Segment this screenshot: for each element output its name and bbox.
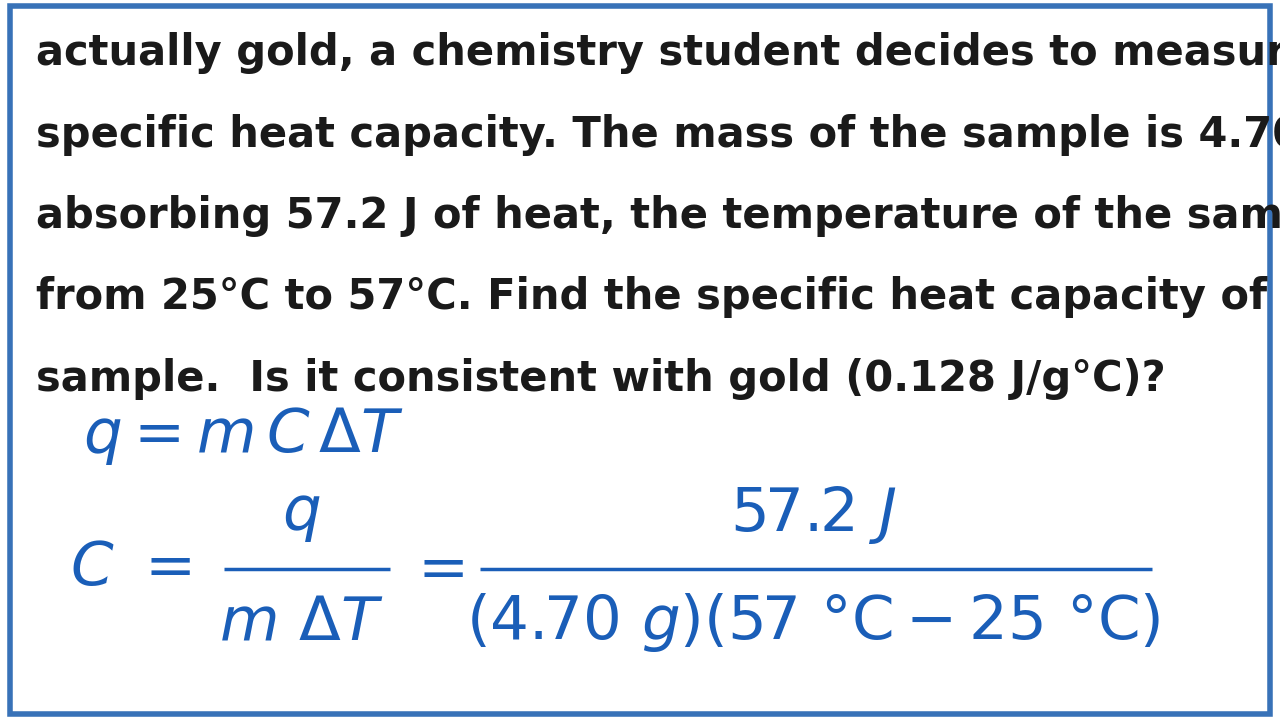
FancyBboxPatch shape: [10, 6, 1270, 714]
Text: specific heat capacity. The mass of the sample is 4.70 g. Upon: specific heat capacity. The mass of the …: [36, 114, 1280, 156]
Text: absorbing 57.2 J of heat, the temperature of the sample rises: absorbing 57.2 J of heat, the temperatur…: [36, 195, 1280, 237]
Text: $(4.70\ \mathit{g})(57\ \degree\mathrm{C} - 25\ \degree\mathrm{C})$: $(4.70\ \mathit{g})(57\ \degree\mathrm{C…: [466, 591, 1160, 654]
Text: $\mathit{C}\ =$: $\mathit{C}\ =$: [70, 539, 192, 598]
Text: from 25°C to 57°C. Find the specific heat capacity of the: from 25°C to 57°C. Find the specific hea…: [36, 276, 1280, 318]
Text: $\mathit{q} = \mathit{m}\,\mathit{C}\,\Delta\mathit{T}$: $\mathit{q} = \mathit{m}\,\mathit{C}\,\D…: [83, 405, 404, 467]
Text: $=$: $=$: [406, 539, 465, 598]
Text: $57.2\ \mathit{J}$: $57.2\ \mathit{J}$: [730, 484, 896, 546]
Text: $\mathit{m}\ \Delta\mathit{T}$: $\mathit{m}\ \Delta\mathit{T}$: [219, 593, 383, 652]
Text: sample.  Is it consistent with gold (0.128 J/g°C)?: sample. Is it consistent with gold (0.12…: [36, 358, 1166, 400]
Text: $\mathit{q}$: $\mathit{q}$: [282, 485, 320, 544]
Text: actually gold, a chemistry student decides to measure its: actually gold, a chemistry student decid…: [36, 32, 1280, 74]
